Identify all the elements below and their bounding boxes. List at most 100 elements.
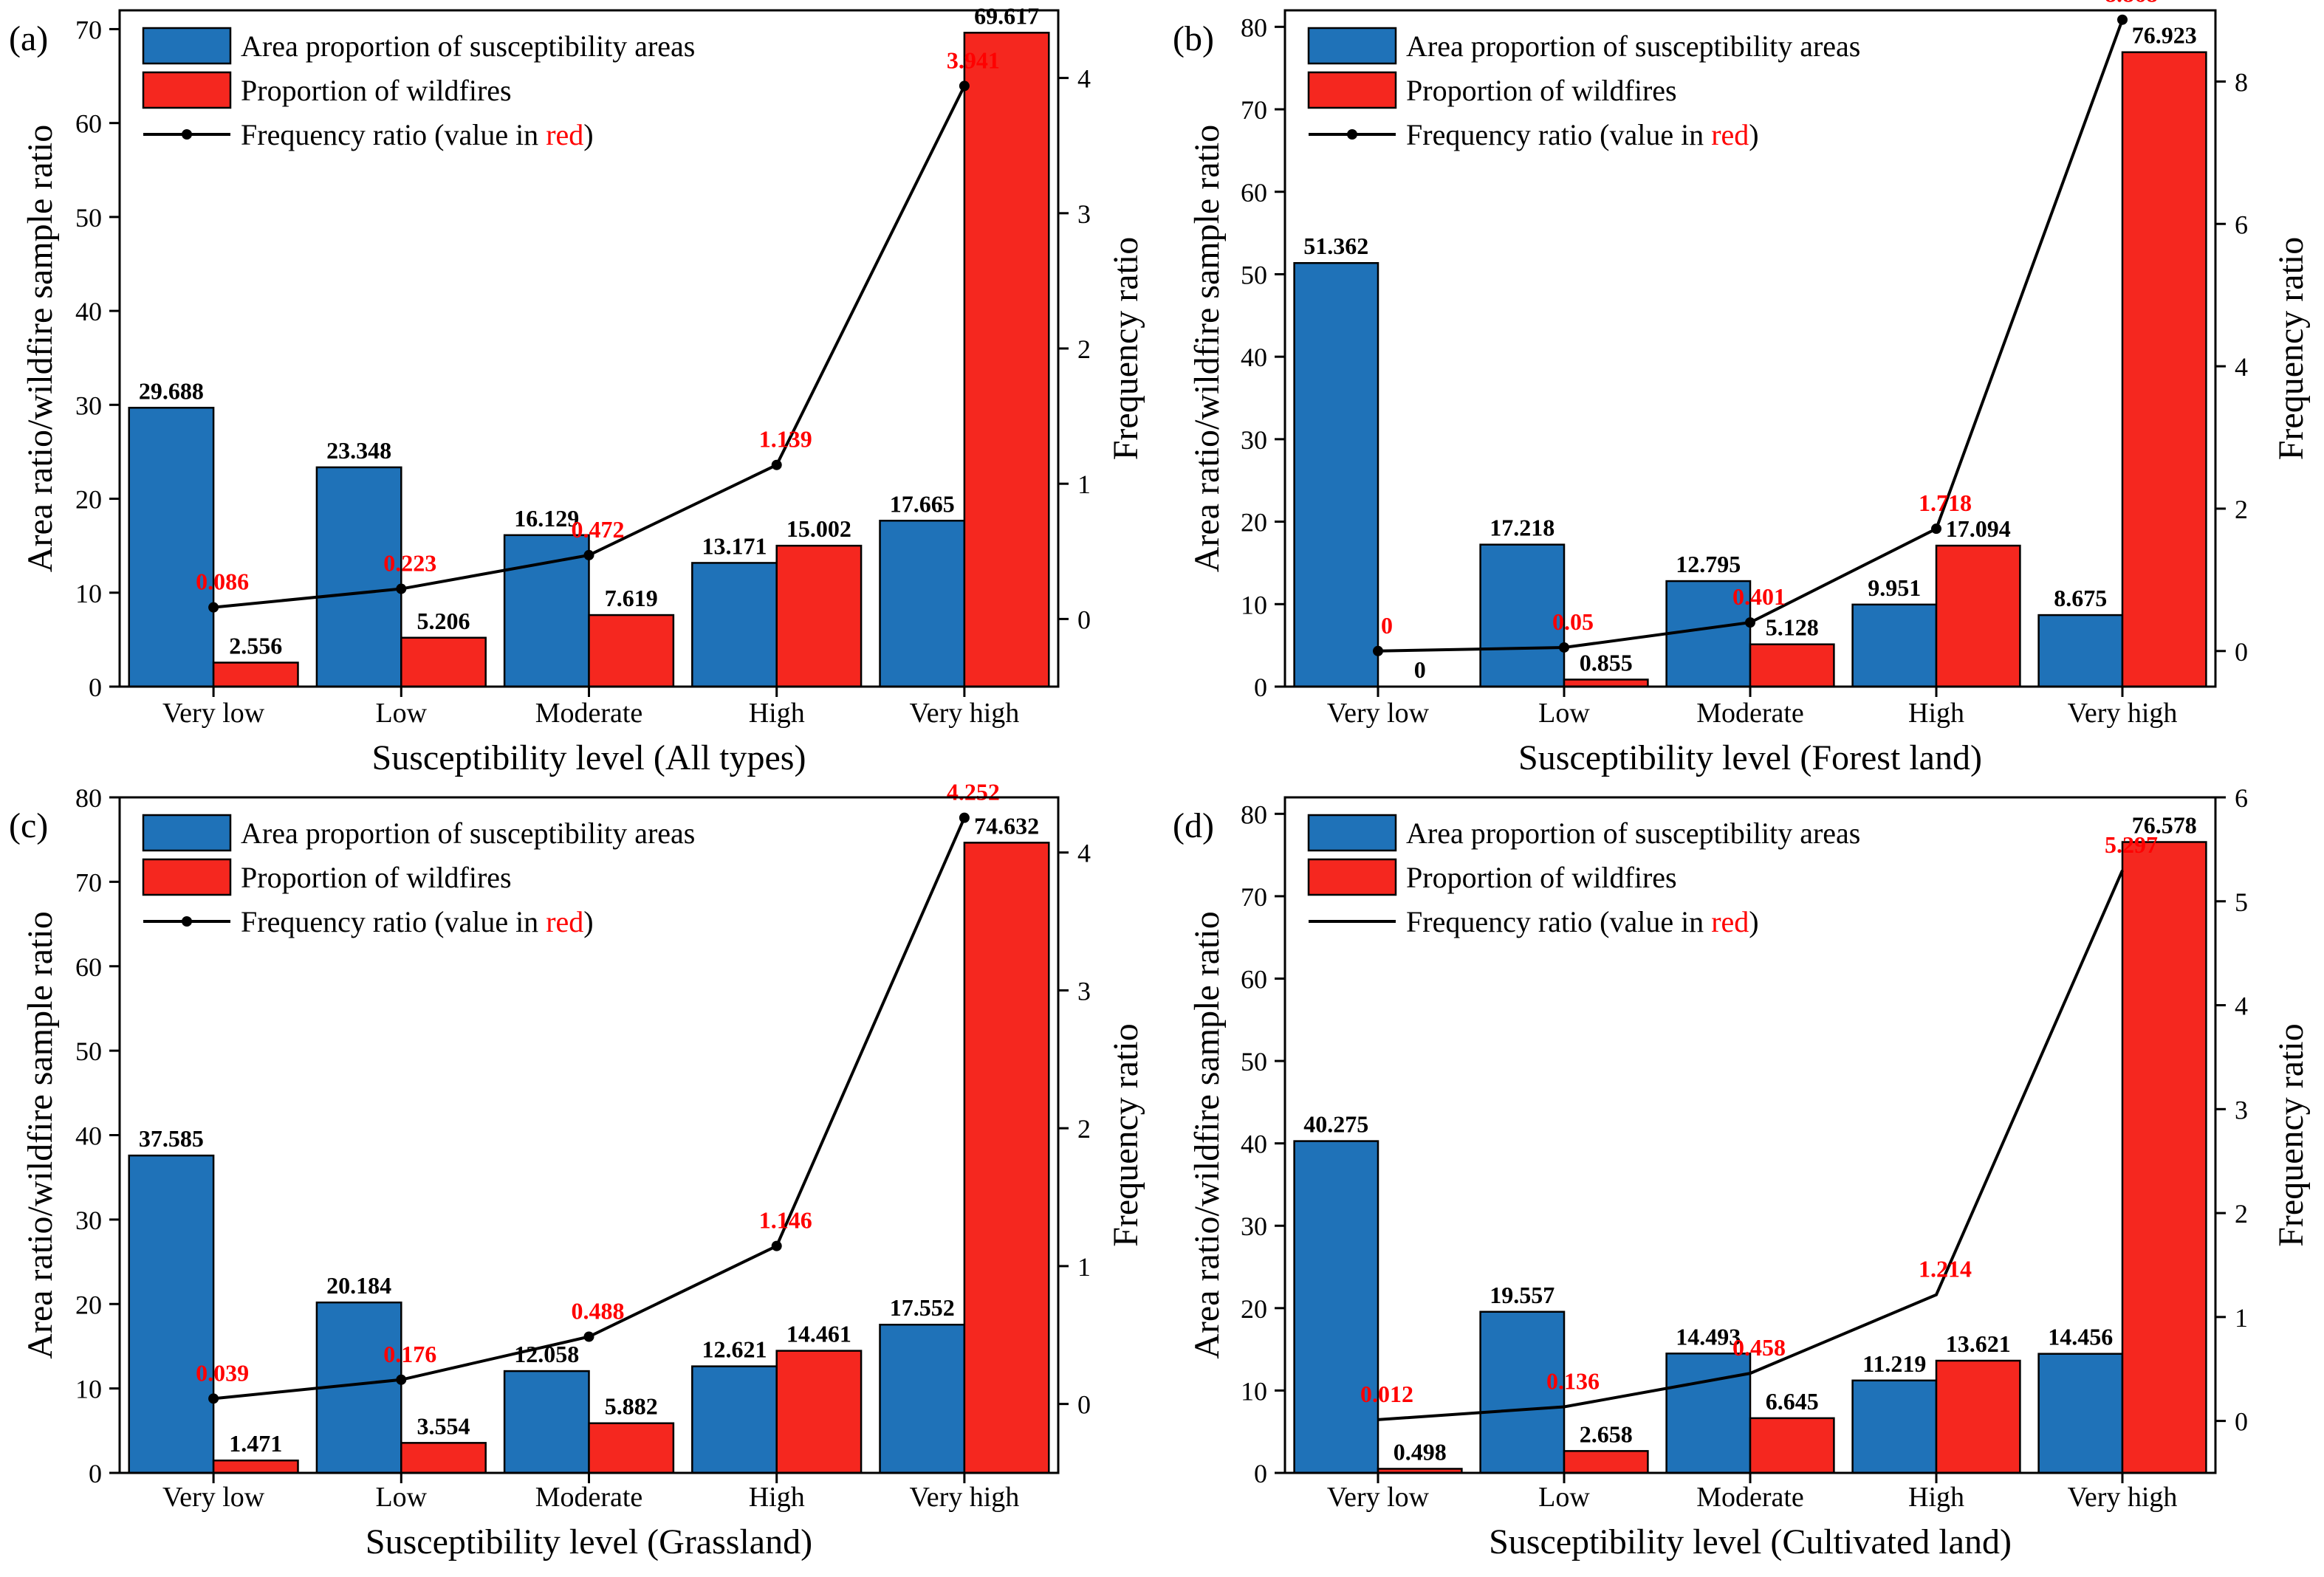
legend-label-wildfire: Proportion of wildfires — [241, 74, 512, 107]
bar-area-label: 14.493 — [1676, 1323, 1741, 1350]
bar-wildfire — [1749, 1417, 1835, 1474]
legend-dot-marker-icon — [182, 916, 192, 927]
x-tick-label: Very low — [1327, 1482, 1430, 1513]
bar-wildfire-label: 0.855 — [1580, 649, 1633, 676]
bar-wildfire — [400, 1442, 487, 1474]
x-tick-label: Very low — [1327, 698, 1430, 729]
frequency-ratio-marker — [771, 1240, 782, 1251]
legend-label-area: Area proportion of susceptibility areas — [1406, 817, 1860, 850]
y-axis-title: Area ratio/wildfire sample ratio — [1187, 125, 1227, 572]
y-tick-label: 30 — [75, 1206, 102, 1235]
legend: Area proportion of susceptibility areas P… — [1307, 814, 1860, 938]
frequency-ratio-marker — [208, 602, 219, 613]
bar-wildfire — [1749, 643, 1835, 688]
bar-area — [879, 1323, 966, 1474]
legend-swatch-wildfire — [142, 858, 232, 896]
bar-area — [503, 534, 590, 688]
frequency-ratio-label: 0.086 — [196, 568, 249, 595]
panel-label: (b) — [1173, 19, 1214, 58]
bar-area-label: 23.348 — [326, 437, 391, 464]
y2-tick-label: 4 — [1077, 839, 1091, 868]
y2-tick-label: 0 — [2235, 637, 2248, 667]
y-tick-label: 0 — [89, 673, 102, 702]
bar-area-label: 17.218 — [1490, 515, 1555, 541]
bar-wildfire-label: 3.554 — [417, 1412, 470, 1439]
bar-wildfire-label: 5.882 — [605, 1393, 658, 1420]
legend-label-frequency: Frequency ratio (value in red) — [1406, 905, 1759, 938]
x-tick-label: High — [1908, 698, 1964, 729]
frequency-ratio-label: 1.214 — [1919, 1256, 1972, 1282]
y2-tick-label: 0 — [2235, 1407, 2248, 1437]
y-tick-label: 50 — [75, 1037, 102, 1066]
chart-panel-a: 29.688 23.348 16.129 13.171 17.665 2.556 5.206… — [9, 2, 1145, 777]
frequency-ratio-label: 5.297 — [2105, 831, 2158, 858]
y-tick-label: 80 — [1241, 800, 1267, 829]
frequency-ratio-label: 0.458 — [1732, 1334, 1786, 1361]
bar-area-label: 12.058 — [514, 1341, 579, 1367]
bar-area — [503, 1370, 590, 1474]
bar-wildfire-label: 14.461 — [786, 1321, 851, 1347]
bar-wildfire — [775, 1350, 863, 1474]
bar-area-label: 17.665 — [890, 490, 955, 517]
bar-wildfire-label: 6.645 — [1766, 1388, 1819, 1415]
y-tick-label: 50 — [1241, 260, 1267, 289]
chart-panel-d: 40.275 19.557 14.493 11.219 14.456 0.498 2.658… — [1173, 783, 2311, 1561]
frequency-ratio-label: 0.488 — [572, 1298, 625, 1325]
frequency-ratio-label: 4.252 — [947, 779, 1000, 805]
y-tick-label: 30 — [1241, 425, 1267, 455]
bar-area-label: 19.557 — [1490, 1282, 1555, 1308]
frequency-ratio-label: 0.176 — [383, 1341, 436, 1367]
bar-wildfire-label: 74.632 — [974, 812, 1039, 839]
bar-area-label: 17.552 — [890, 1294, 955, 1321]
bar-wildfire-label: 13.621 — [1946, 1330, 2011, 1357]
y-tick-label: 80 — [75, 783, 102, 813]
y-tick-label: 70 — [1241, 882, 1267, 912]
bar-wildfire — [400, 636, 487, 688]
bar-area-label: 29.688 — [139, 377, 204, 404]
x-tick-label: Very low — [162, 1482, 265, 1513]
frequency-ratio-marker — [396, 1374, 407, 1385]
x-axis-title: Susceptibility level (Cultivated land) — [1489, 1522, 2012, 1561]
legend-label-wildfire: Proportion of wildfires — [241, 861, 512, 894]
y2-tick-label: 4 — [2235, 992, 2248, 1021]
bar-wildfire-label: 5.128 — [1766, 614, 1819, 641]
frequency-ratio-label: 1.146 — [759, 1207, 812, 1234]
bar-wildfire-label: 15.002 — [786, 515, 851, 542]
y-tick-label: 0 — [1254, 673, 1267, 702]
y2-tick-label: 0 — [1077, 605, 1091, 634]
frequency-ratio-marker — [208, 1393, 219, 1404]
legend: Area proportion of susceptibility areas P… — [1307, 27, 1860, 151]
frequency-ratio-label: 1.139 — [759, 426, 812, 453]
y-tick-label: 50 — [75, 203, 102, 233]
bar-area — [1479, 543, 1566, 688]
x-tick-label: High — [749, 1482, 805, 1513]
frequency-ratio-label: 0.223 — [383, 550, 436, 577]
y-tick-label: 30 — [75, 391, 102, 420]
y2-tick-label: 4 — [2235, 352, 2248, 382]
legend-swatch-wildfire — [142, 71, 232, 109]
y-tick-label: 30 — [1241, 1212, 1267, 1241]
bar-area — [691, 562, 778, 688]
y-tick-label: 50 — [1241, 1047, 1267, 1076]
frequency-ratio-marker — [1745, 617, 1755, 628]
bar-area-label: 8.675 — [2054, 585, 2107, 611]
bar-wildfire — [212, 1459, 299, 1474]
bar-area-label: 40.275 — [1303, 1111, 1368, 1138]
frequency-ratio-marker — [1373, 645, 1383, 656]
frequency-ratio-marker — [2117, 14, 2128, 25]
y-axis-title: Area ratio/wildfire sample ratio — [21, 911, 60, 1358]
legend-swatch-wildfire — [1307, 71, 1397, 109]
bar-wildfire-label: 17.094 — [1946, 515, 2011, 542]
y-tick-label: 0 — [1254, 1459, 1267, 1488]
y2-tick-label: 1 — [2235, 1303, 2248, 1333]
legend-dot-marker-icon — [1347, 129, 1357, 140]
y-tick-label: 40 — [75, 297, 102, 326]
frequency-ratio-marker — [1559, 642, 1569, 653]
legend-label-area: Area proportion of susceptibility areas — [241, 30, 695, 63]
y2-axis-title: Frequency ratio — [1106, 1023, 1145, 1247]
y2-axis-title: Frequency ratio — [2272, 237, 2311, 461]
panel-label: (d) — [1173, 806, 1214, 845]
legend-label-wildfire: Proportion of wildfires — [1406, 861, 1677, 894]
bar-area — [691, 1365, 778, 1474]
